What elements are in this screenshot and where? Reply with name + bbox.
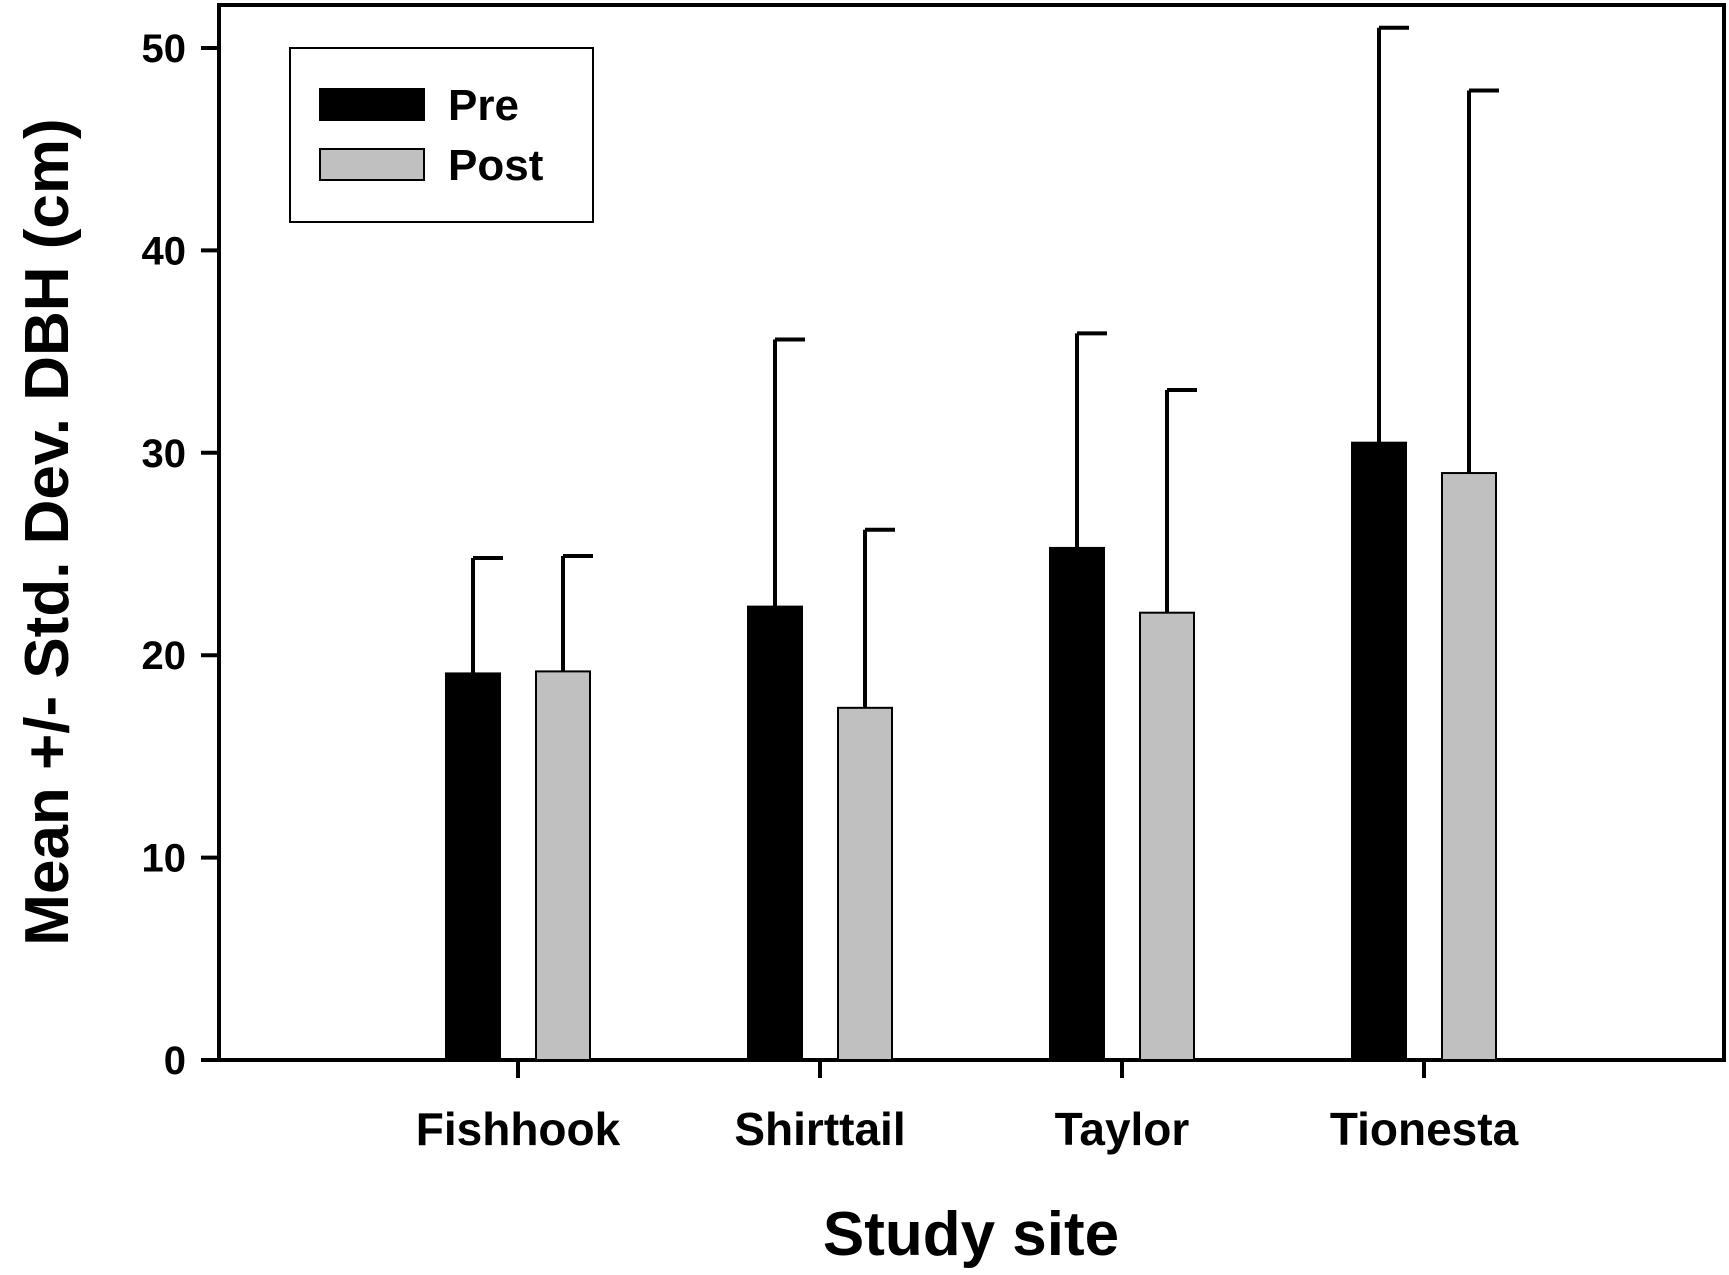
bar-pre	[445, 672, 501, 1062]
legend-label-pre: Pre	[448, 81, 519, 130]
x-tick-label: Taylor	[1055, 1103, 1190, 1155]
y-axis-title: Mean +/- Std. Dev. DBH (cm)	[13, 118, 82, 945]
bar-pre	[1049, 546, 1105, 1061]
bars-group	[445, 441, 1497, 1062]
legend: Pre Post	[289, 47, 594, 223]
y-tick-label: 10	[142, 837, 187, 881]
x-axis-title: Study site	[823, 1200, 1119, 1269]
legend-label-post: Post	[448, 141, 544, 190]
y-tick-label: 30	[142, 432, 187, 476]
y-tick-label: 50	[142, 27, 187, 71]
plot-frame	[217, 3, 1726, 1062]
bar-post	[535, 670, 591, 1062]
error-bars-group	[471, 25, 1499, 708]
bar-pre	[1351, 441, 1407, 1061]
x-tick-label: Shirttail	[734, 1103, 905, 1155]
legend-box	[289, 47, 594, 223]
y-tick-label: 0	[164, 1039, 186, 1083]
y-tick-label: 40	[142, 229, 187, 273]
bar-pre	[747, 605, 803, 1062]
bar-post	[1139, 611, 1195, 1061]
y-tick-label: 20	[142, 634, 187, 678]
bar-post	[1441, 472, 1497, 1062]
x-axis: Fishhook Shirttail Taylor Tionesta	[416, 1060, 1519, 1155]
x-tick-label: Tionesta	[1330, 1103, 1519, 1155]
legend-swatch-post	[319, 148, 425, 181]
legend-swatch-pre	[319, 88, 425, 121]
bar-post	[837, 706, 893, 1061]
x-tick-label: Fishhook	[416, 1103, 621, 1155]
y-axis: 0 10 20 30 40 50	[142, 27, 219, 1083]
